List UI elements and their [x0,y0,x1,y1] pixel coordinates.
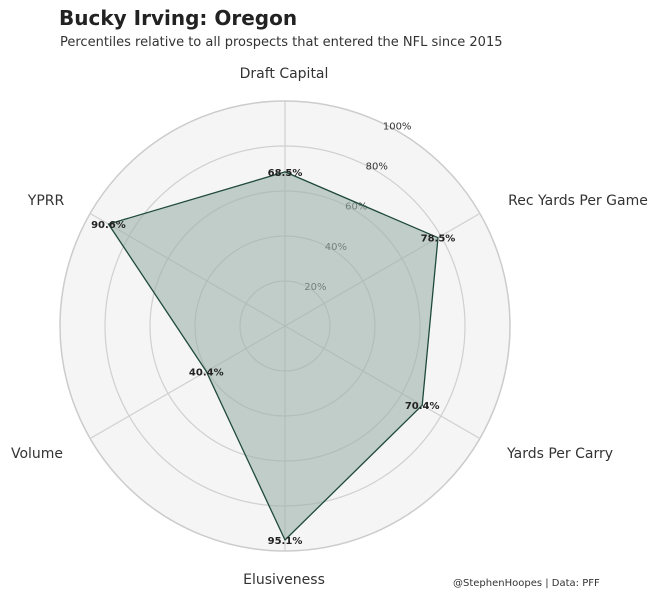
data-credit: @StephenHoopes | Data: PFF [453,578,600,589]
value-label-3: 70.4% [405,401,440,412]
data-area [107,171,439,541]
value-label-2: 78.5% [421,234,456,245]
category-label-5: Volume [11,446,63,462]
category-label-1: Draft Capital [240,66,329,82]
category-label-6: YPRR [27,193,65,209]
category-label-4: Elusiveness [243,572,325,588]
value-label-6: 90.6% [91,220,126,231]
value-label-4: 95.1% [268,536,303,547]
r-tick-label-5: 100% [383,122,412,133]
value-label-5: 40.4% [189,367,224,378]
chart-title: Bucky Irving: Oregon [59,6,298,30]
category-label-2: Rec Yards Per Game [508,193,648,209]
chart-subtitle: Percentiles relative to all prospects th… [60,35,503,50]
r-tick-label-4: 80% [366,162,388,173]
value-label-1: 68.5% [268,168,303,179]
category-label-3: Yards Per Carry [506,446,613,462]
